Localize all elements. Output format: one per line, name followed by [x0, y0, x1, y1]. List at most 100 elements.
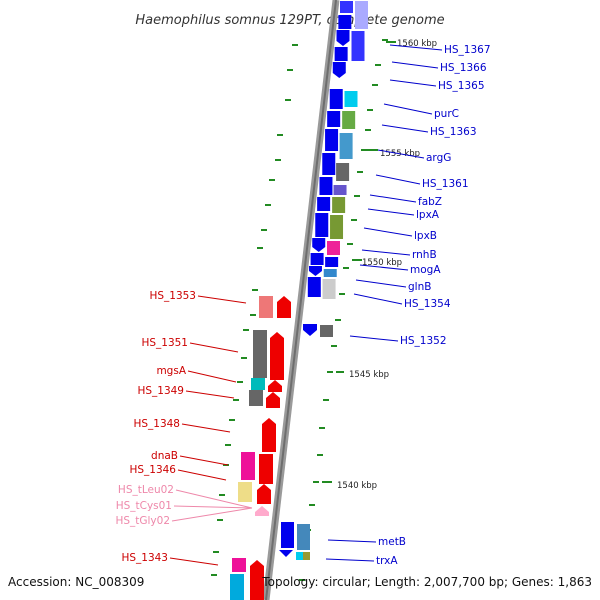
gene-label-lpxa: lpxA [416, 209, 440, 221]
left-gene-labels: HS_1353 HS_1351 mgsA HS_1349 HS_1348 dnaB HS_1… [121, 290, 247, 566]
gene-label-lpxb: lpxB [414, 230, 437, 242]
gene-block [257, 484, 271, 504]
leader-line [327, 539, 377, 543]
gene-block [268, 380, 282, 392]
gene-block [327, 111, 341, 127]
gene-block [310, 253, 324, 265]
gene-block [277, 296, 291, 318]
gene-block [355, 1, 368, 29]
gene-block [251, 378, 265, 390]
scale-ticks [211, 39, 388, 581]
gene-block [336, 30, 350, 46]
gene-block [327, 241, 340, 255]
gene-label-moga: mogA [410, 264, 441, 276]
leader-line [389, 44, 443, 51]
leader-line [197, 295, 247, 304]
kbp-label-1550: 1550 kbp [362, 258, 402, 268]
map-title: Haemophilus somnus 129PT, complete genom… [135, 13, 444, 28]
gene-label-hs_1365: HS_1365 [438, 80, 485, 92]
gene-block [332, 62, 346, 78]
accession-text: Accession: NC_008309 [8, 575, 144, 589]
gene-block [238, 482, 252, 502]
gene-label-trxa: trxA [376, 555, 398, 567]
gene-label-hs_1349: HS_1349 [137, 385, 184, 397]
gene-block [255, 506, 269, 516]
leader-line [187, 370, 237, 383]
leader-line [359, 264, 409, 271]
gene-block [296, 552, 303, 560]
gene-block [232, 558, 246, 572]
leader-line [325, 558, 375, 562]
trna-label-hs_tgly02: HS_tGly02 [115, 515, 170, 527]
leader-line [173, 505, 253, 509]
gene-block [281, 522, 294, 548]
gene-label-hs_1346: HS_1346 [129, 464, 176, 476]
leader-line [367, 208, 415, 216]
gene-label-mgsa: mgsA [156, 365, 186, 377]
gene-block [319, 177, 333, 195]
gene-label-hs_1366: HS_1366 [440, 62, 487, 74]
gene-block [307, 277, 321, 297]
leader-line [171, 507, 253, 522]
gene-label-hs_1363: HS_1363 [430, 126, 477, 138]
gene-block [249, 390, 263, 406]
leader-line [179, 455, 229, 466]
gene-block [317, 197, 331, 211]
trna-label-hs_tleu02: HS_tLeu02 [118, 484, 174, 496]
gene-label-hs_1367: HS_1367 [444, 44, 491, 56]
kbp-label-1560: 1560 kbp [397, 39, 437, 49]
gene-block [332, 197, 346, 213]
gene-block [308, 266, 322, 276]
leader-line [383, 103, 433, 115]
gene-block [279, 550, 293, 557]
gene-block [333, 185, 347, 195]
gene-label-fabz: fabZ [418, 196, 442, 208]
leader-line [363, 227, 413, 237]
reverse-genes [230, 296, 291, 600]
gene-block [336, 163, 350, 181]
gene-block [323, 269, 337, 277]
leader-line [391, 61, 439, 69]
leader-line [369, 194, 417, 203]
gene-block [339, 133, 353, 159]
leader-line [349, 335, 399, 342]
leader-line [375, 174, 421, 185]
genome-backbone [262, 0, 340, 600]
gene-block [322, 153, 336, 175]
gene-label-hs_1354: HS_1354 [404, 298, 451, 310]
gene-block [259, 296, 273, 318]
gene-label-purc: purC [434, 108, 459, 120]
leader-line [353, 293, 403, 305]
leader-line [389, 79, 437, 87]
trna-labels: HS_tLeu02 HS_tCys01 HS_tGly02 [115, 484, 253, 527]
kbp-label-1545: 1545 kbp [349, 370, 389, 380]
gene-block [270, 332, 284, 380]
gene-block [330, 215, 344, 239]
gene-block [344, 91, 358, 107]
leader-line [177, 469, 227, 481]
gene-label-hs_1351: HS_1351 [141, 337, 188, 349]
kbp-label-1540: 1540 kbp [337, 481, 377, 491]
gene-block [303, 324, 317, 336]
gene-label-hs_1352: HS_1352 [400, 335, 447, 347]
gene-block [320, 325, 333, 337]
leader-line [355, 279, 407, 288]
gene-block [315, 213, 329, 237]
gene-block [250, 560, 264, 600]
gene-label-hs_1353: HS_1353 [149, 290, 196, 302]
gene-block [325, 129, 339, 151]
gene-block [266, 392, 280, 408]
gene-label-argg: argG [426, 152, 451, 164]
leader-line [169, 557, 219, 566]
gene-block [262, 418, 276, 452]
gene-label-hs_1361: HS_1361 [422, 178, 469, 190]
gene-label-metb: metB [378, 536, 406, 548]
gene-block [241, 452, 255, 480]
leader-line [381, 124, 429, 133]
gene-label-hs_1343: HS_1343 [121, 552, 168, 564]
gene-label-glnb: glnB [408, 281, 431, 293]
leader-line [377, 149, 425, 159]
gene-label-rnhb: rnhB [412, 249, 437, 261]
topology-text: Topology: circular; Length: 2,007,700 bp… [261, 575, 592, 589]
